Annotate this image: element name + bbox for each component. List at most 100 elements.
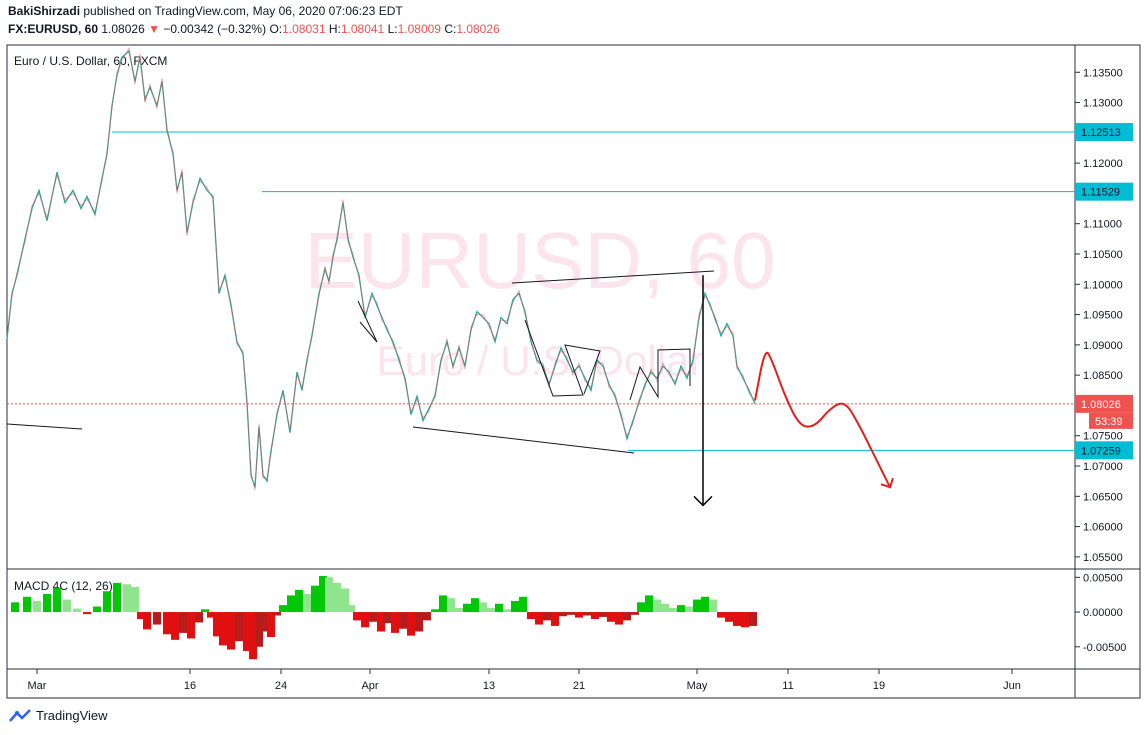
flag-drawing-2[interactable] [524, 319, 601, 397]
macd-bar [615, 612, 623, 625]
macd-bar [741, 612, 749, 628]
macd-bar [693, 599, 701, 613]
pattern-drawings[interactable] [6, 270, 715, 454]
price-level-label: 1.11529 [1081, 187, 1120, 199]
macd-bar [623, 612, 631, 621]
macd-bar [33, 600, 41, 613]
macd-bar [415, 612, 423, 632]
macd-bar [653, 599, 661, 613]
macd-bar [273, 612, 281, 616]
high-value: 1.08041 [340, 22, 385, 36]
price-tick-label: 1.07500 [1083, 431, 1123, 443]
macd-bar [179, 612, 187, 633]
macd-bar [383, 612, 391, 624]
macd-bar [267, 612, 275, 638]
time-tick-label: May [687, 680, 708, 692]
wedge-upper-line[interactable] [511, 270, 715, 284]
tradingview-logo-icon [9, 708, 31, 722]
brand-name[interactable]: TradingView [36, 708, 108, 723]
macd-bar [153, 612, 161, 625]
macd-bar [361, 612, 369, 628]
macd-bar [171, 612, 179, 640]
price-level-tag [1075, 441, 1133, 460]
macd-bar [439, 595, 447, 613]
macd-bar [311, 585, 319, 613]
macd-bar [725, 612, 733, 622]
macd-bar [423, 612, 431, 621]
macd-tick-label: 0.00500 [1083, 572, 1123, 584]
trendline-left[interactable] [6, 423, 83, 430]
wedge-lower-line[interactable] [412, 426, 635, 454]
macd-bar [749, 612, 757, 626]
macd-bar [187, 612, 195, 639]
macd-bar [607, 612, 615, 622]
published-text: published on TradingView.com, May 06, 20… [83, 4, 403, 18]
macd-bar [701, 596, 709, 613]
time-axis[interactable]: Mar 16 24 Apr 13 21 May 11 19 Jun [28, 669, 1021, 692]
watermark-symbol: EURUSD, 60 [304, 216, 775, 305]
macd-bar [567, 612, 575, 615]
symbol-label: FX:EURUSD, 60 [8, 22, 99, 36]
macd-bar [93, 606, 101, 613]
price-axis[interactable]: 1.135001.130001.125001.120001.115001.110… [1075, 67, 1123, 564]
horizontal-lines[interactable]: 1.12513 1.11529 1.07259 1.08026 53:39 [7, 123, 1133, 460]
macd-bar [303, 594, 311, 613]
time-tick-label: 11 [782, 680, 793, 692]
macd-bar [575, 612, 583, 618]
macd-bar [213, 612, 221, 637]
macd-histogram [11, 575, 757, 660]
price-tick-label: 1.12000 [1083, 158, 1123, 170]
macd-bar [201, 609, 209, 613]
publish-info: BakiShirzadi published on TradingView.co… [8, 4, 403, 18]
price-tick-label: 1.13000 [1083, 98, 1123, 110]
projection-arrowhead [880, 477, 894, 489]
macd-bar [709, 599, 717, 613]
macd-bar [511, 600, 519, 613]
price-level-label: 1.12513 [1081, 127, 1121, 139]
open-value: 1.08031 [282, 22, 326, 36]
symbol-info: FX:EURUSD, 60 1.08026 ▼ −0.00342 (−0.32%… [8, 22, 500, 36]
macd-bar [73, 608, 81, 613]
macd-bar [717, 612, 725, 618]
macd-bar [519, 596, 527, 613]
close-value: 1.08026 [456, 22, 500, 36]
macd-bar [113, 582, 121, 613]
macd-bar [83, 612, 91, 615]
price-tick-label: 1.09000 [1083, 340, 1123, 352]
macd-bar [143, 612, 151, 630]
macd-bar [407, 612, 415, 636]
macd-bar [377, 612, 385, 632]
time-tick-label: 13 [483, 680, 495, 692]
price-level-label: 1.08026 [1081, 399, 1121, 411]
time-tick-label: 24 [275, 680, 287, 692]
flag-drawing-1[interactable] [357, 300, 378, 343]
macd-bar [287, 595, 295, 613]
price-tick-label: 1.11000 [1083, 219, 1122, 231]
time-tick-label: Apr [361, 680, 378, 692]
macd-bar [325, 577, 333, 613]
down-arrow-icon: ▼ [148, 22, 160, 36]
macd-tick-label: -0.00500 [1083, 642, 1126, 654]
price-tick-label: 1.10000 [1083, 279, 1123, 291]
last-price: 1.08026 [101, 22, 145, 36]
price-tick-label: 1.08500 [1083, 370, 1123, 382]
macd-bar [341, 588, 349, 613]
macd-bar [43, 594, 51, 613]
macd-bar [487, 607, 495, 613]
macd-bar [333, 582, 341, 613]
close-label: C: [444, 22, 457, 36]
author-name[interactable]: BakiShirzadi [8, 4, 81, 18]
macd-bar [559, 612, 567, 617]
macd-bar [261, 612, 269, 632]
high-label: H: [328, 22, 341, 36]
macd-bar [599, 612, 607, 617]
macd-bar [463, 603, 471, 613]
countdown-tag [1089, 412, 1133, 429]
macd-bar [295, 589, 303, 613]
price-tick-label: 1.06500 [1083, 491, 1123, 503]
macd-axis[interactable]: 0.00500 0.00000 -0.00500 [1075, 572, 1126, 654]
macd-bar [527, 612, 535, 619]
projection-curve[interactable] [754, 351, 891, 488]
flag-drawing-3[interactable] [629, 348, 691, 401]
